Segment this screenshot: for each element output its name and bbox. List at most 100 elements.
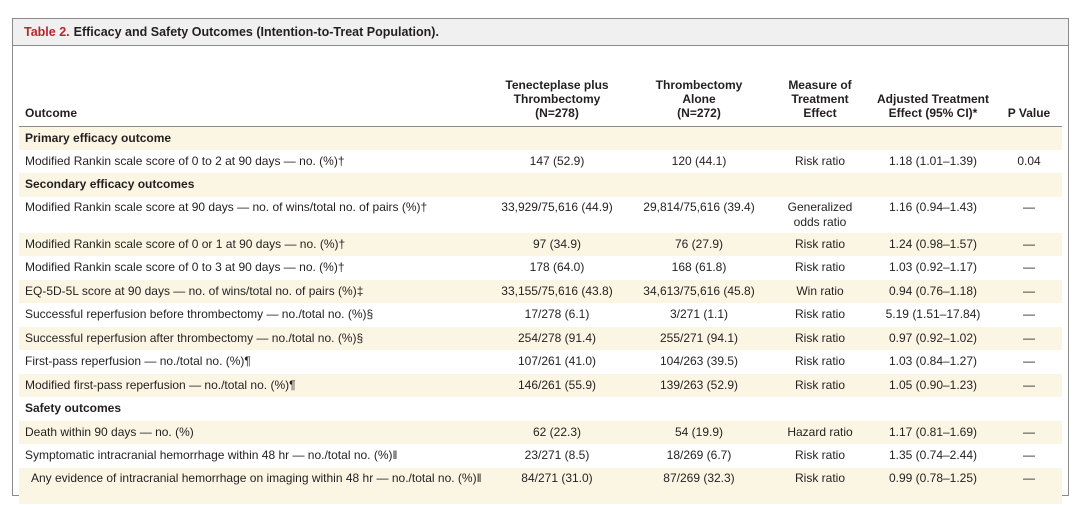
cell-tenecteplase: 23/271 (8.5) [524,448,590,463]
cell-measure: Generalized odds ratio [787,199,853,229]
cell-effect: 1.24 (0.98–1.57) [870,232,996,256]
table-row: EQ-5D-5L score at 90 days — no. of wins/… [19,279,1062,303]
cell-pvalue: — [996,420,1062,444]
cell-pvalue: — [1023,307,1035,322]
cell-pvalue: — [996,467,1062,504]
cell-tenecteplase: 147 (52.9) [529,153,585,168]
cell-outcome: Modified Rankin scale score at 90 days —… [25,199,428,214]
cell-outcome: Any evidence of intracranial hemorrhage … [19,467,486,504]
cell-effect: 1.16 (0.94–1.43) [888,199,978,214]
header-thrombectomy: Thrombectomy Alone (N=272) [628,46,770,127]
cell-measure: Risk ratio [794,307,845,322]
cell-tenecteplase: 178 (64.0) [529,260,585,275]
cell-pvalue: — [996,232,1062,256]
table-row: Modified Rankin scale score of 0 to 3 at… [19,256,1062,280]
table-row: Modified Rankin scale score of 0 or 1 at… [19,232,1062,256]
cell-outcome: Death within 90 days — no. (%) [19,420,486,444]
cell-tenecteplase: 254/278 (91.4) [486,326,628,350]
table-frame: Table 2. Efficacy and Safety Outcomes (I… [12,18,1069,504]
header-outcome: Outcome [19,46,486,127]
cell-outcome: Successful reperfusion before thrombecto… [25,307,374,322]
cell-thrombectomy: 54 (19.9) [628,420,770,444]
cell-tenecteplase: 97 (34.9) [486,232,628,256]
cell-measure: Risk ratio [770,326,870,350]
cell-effect: 1.03 (0.84–1.27) [888,354,978,369]
cell-effect: 0.99 (0.78–1.25) [870,467,996,504]
cell-thrombectomy: 76 (27.9) [628,232,770,256]
section-label: Primary efficacy outcome [19,126,1062,150]
cell-measure: Risk ratio [794,354,845,369]
cell-pvalue: — [996,326,1062,350]
section-secondary: Secondary efficacy outcomes [19,173,1062,197]
table-title-bar: Table 2. Efficacy and Safety Outcomes (I… [13,19,1068,46]
table-row: First-pass reperfusion — no./total no. (… [19,350,1062,374]
cell-tenecteplase: 84/271 (31.0) [486,467,628,504]
cell-outcome: EQ-5D-5L score at 90 days — no. of wins/… [19,279,486,303]
header-pvalue: P Value [996,46,1062,127]
cell-outcome: Successful reperfusion after thrombectom… [19,326,486,350]
cell-tenecteplase: 62 (22.3) [486,420,628,444]
cell-effect: 0.94 (0.76–1.18) [870,279,996,303]
table-row: Modified first-pass reperfusion — no./to… [19,373,1062,397]
header-adjusted-effect: Adjusted Treatment Effect (95% CI)* [870,46,996,127]
cell-measure: Risk ratio [770,467,870,504]
table-row: Modified Rankin scale score of 0 to 2 at… [19,150,1062,174]
section-safety: Safety outcomes [19,397,1062,421]
cell-measure: Risk ratio [770,232,870,256]
cell-thrombectomy: 104/263 (39.5) [659,354,739,369]
header-row: Outcome Tenecteplase plus Thrombectomy (… [19,46,1062,127]
cell-outcome: Modified Rankin scale score of 0 to 2 at… [25,153,345,168]
cell-measure: Win ratio [770,279,870,303]
cell-outcome: Modified Rankin scale score of 0 to 3 at… [25,260,345,275]
cell-effect: 1.18 (1.01–1.39) [888,153,978,168]
table-row: Death within 90 days — no. (%) 62 (22.3)… [19,420,1062,444]
header-measure: Measure of Treatment Effect [770,46,870,127]
cell-measure: Risk ratio [794,153,845,168]
cell-pvalue: — [1023,199,1035,214]
cell-thrombectomy: 29,814/75,616 (39.4) [643,199,755,214]
cell-outcome: First-pass reperfusion — no./total no. (… [25,354,251,369]
table-title: Efficacy and Safety Outcomes (Intention-… [73,25,439,39]
cell-thrombectomy: 139/263 (52.9) [628,373,770,397]
outcomes-table: Outcome Tenecteplase plus Thrombectomy (… [19,46,1062,504]
section-label: Secondary efficacy outcomes [19,173,1062,197]
cell-thrombectomy: 120 (44.1) [671,153,727,168]
table-row: Modified Rankin scale score at 90 days —… [19,197,1062,233]
cell-pvalue: 0.04 [1017,153,1041,168]
cell-effect: 5.19 (1.51–17.84) [885,307,981,322]
cell-tenecteplase: 146/261 (55.9) [486,373,628,397]
cell-thrombectomy: 168 (61.8) [671,260,727,275]
cell-outcome: Symptomatic intracranial hemorrhage with… [25,448,398,463]
header-tenecteplase: Tenecteplase plus Thrombectomy (N=278) [486,46,628,127]
cell-outcome: Modified Rankin scale score of 0 or 1 at… [19,232,486,256]
cell-pvalue: — [1023,448,1035,463]
cell-thrombectomy: 255/271 (94.1) [628,326,770,350]
cell-tenecteplase: 17/278 (6.1) [524,307,590,322]
cell-pvalue: — [1023,354,1035,369]
table-row: Symptomatic intracranial hemorrhage with… [19,444,1062,468]
table-row: Successful reperfusion after thrombectom… [19,326,1062,350]
cell-thrombectomy: 18/269 (6.7) [666,448,732,463]
cell-effect: 1.05 (0.90–1.23) [870,373,996,397]
table-row: Any evidence of intracranial hemorrhage … [19,467,1062,504]
cell-measure: Risk ratio [794,260,845,275]
cell-effect: 1.35 (0.74–2.44) [888,448,978,463]
cell-tenecteplase: 33,929/75,616 (44.9) [501,199,613,214]
table-row: Successful reperfusion before thrombecto… [19,303,1062,327]
cell-outcome: Modified first-pass reperfusion — no./to… [19,373,486,397]
cell-measure: Hazard ratio [770,420,870,444]
cell-thrombectomy: 87/269 (32.3) [628,467,770,504]
cell-effect: 1.03 (0.92–1.17) [888,260,978,275]
cell-thrombectomy: 34,613/75,616 (45.8) [628,279,770,303]
cell-pvalue: — [996,279,1062,303]
section-label: Safety outcomes [25,401,122,416]
cell-measure: Risk ratio [770,373,870,397]
cell-thrombectomy: 3/271 (1.1) [669,307,729,322]
section-primary: Primary efficacy outcome [19,126,1062,150]
cell-pvalue: — [1023,260,1035,275]
cell-effect: 0.97 (0.92–1.02) [870,326,996,350]
cell-effect: 1.17 (0.81–1.69) [870,420,996,444]
cell-measure: Risk ratio [794,448,845,463]
cell-tenecteplase: 33,155/75,616 (43.8) [486,279,628,303]
cell-tenecteplase: 107/261 (41.0) [517,354,597,369]
